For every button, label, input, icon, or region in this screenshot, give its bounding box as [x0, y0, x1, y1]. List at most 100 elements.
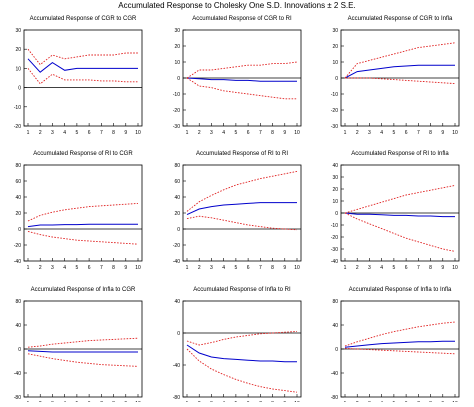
x-tick-label: 4 [63, 265, 66, 271]
x-tick-label: 5 [75, 130, 78, 136]
y-tick-label: 20 [332, 187, 338, 193]
upper-band-line [344, 321, 456, 347]
y-tick-label: -40 [331, 371, 338, 377]
y-tick-label: 20 [174, 211, 180, 217]
y-tick-label: -20 [173, 108, 180, 114]
y-tick-label: 20 [15, 211, 21, 217]
x-tick-label: 5 [392, 130, 395, 136]
y-tick-label: 40 [332, 163, 338, 169]
y-tick-label: -20 [14, 243, 21, 249]
x-tick-label: 7 [100, 265, 103, 271]
x-tick-label: 9 [441, 130, 444, 136]
x-tick-label: 5 [234, 130, 237, 136]
x-tick-label: 2 [356, 265, 359, 271]
x-tick-label: 3 [368, 265, 371, 271]
plot-frame [23, 164, 143, 262]
x-tick-label: 8 [429, 130, 432, 136]
x-tick-label: 4 [380, 265, 383, 271]
panel-title: Accumulated Response of Infla to RI [193, 287, 291, 293]
x-tick-label: 2 [39, 130, 42, 136]
upper-band-line [27, 48, 138, 66]
x-tick-label: 7 [417, 265, 420, 271]
y-tick-label: 0 [18, 347, 21, 353]
x-tick-label: 5 [75, 265, 78, 271]
response-line [344, 64, 455, 79]
x-tick-label: 3 [368, 130, 371, 136]
figure-title: Accumulated Response to Cholesky One S.D… [118, 1, 356, 10]
chart-panel-4: Accumulated Response of RI to CGR -40 -20 0… [14, 151, 143, 271]
x-tick-label: 6 [88, 130, 91, 136]
panel-title: Accumulated Response of CGR to Infla [348, 16, 453, 22]
panel-title: Accumulated Response of CGR to RI [192, 16, 292, 22]
y-tick-label: -40 [173, 363, 180, 369]
response-line [186, 344, 297, 363]
x-tick-label: 8 [112, 130, 115, 136]
y-tick-label: -30 [331, 247, 338, 253]
x-tick-label: 3 [210, 265, 213, 271]
y-tick-label: 60 [15, 179, 21, 185]
y-tick-label: -10 [331, 223, 338, 229]
x-tick-label: 5 [392, 265, 395, 271]
y-tick-label: 80 [174, 163, 180, 169]
y-tick-label: 10 [332, 199, 338, 205]
panel-title: Accumulated Response of Infla to Infla [349, 287, 452, 293]
x-tick-label: 9 [441, 265, 444, 271]
y-tick-label: 80 [15, 163, 21, 169]
y-tick-label: 10 [174, 60, 180, 66]
response-line [344, 212, 455, 218]
x-tick-label: 10 [452, 265, 458, 271]
y-tick-label: 30 [174, 28, 180, 34]
y-tick-label: -10 [173, 92, 180, 98]
x-tick-label: 4 [63, 130, 66, 136]
x-tick-label: 3 [51, 130, 54, 136]
x-tick-label: 7 [417, 130, 420, 136]
x-tick-label: 7 [259, 130, 262, 136]
chart-panel-6: Accumulated Response of RI to Infla -40 -3… [331, 151, 460, 271]
chart-panel-2: Accumulated Response of CGR to RI -30 -20 -… [173, 16, 302, 136]
panel-title: Accumulated Response of CGR to CGR [30, 16, 137, 22]
response-line [27, 350, 138, 353]
lower-band-line [344, 347, 456, 355]
lower-band-line [27, 230, 139, 245]
x-tick-label: 10 [135, 265, 141, 271]
lower-band-line [27, 353, 139, 367]
y-tick-label: -80 [331, 395, 338, 401]
lower-band-line [186, 77, 297, 100]
x-tick-label: 1 [27, 265, 30, 271]
x-tick-label: 9 [124, 265, 127, 271]
upper-band-line [27, 202, 139, 222]
y-tick-label: 0 [177, 76, 180, 82]
x-tick-label: 6 [405, 265, 408, 271]
y-tick-label: -40 [14, 259, 21, 265]
x-tick-label: 8 [271, 265, 274, 271]
x-tick-label: 6 [88, 265, 91, 271]
lower-band-line [186, 348, 298, 393]
chart-panel-8: Accumulated Response of Infla to RI -80 -4… [173, 287, 302, 407]
x-tick-label: 7 [259, 265, 262, 271]
y-tick-label: 40 [174, 195, 180, 201]
x-tick-label: 10 [452, 130, 458, 136]
y-tick-label: 0 [335, 76, 338, 82]
y-tick-label: 40 [174, 299, 180, 305]
x-tick-label: 6 [247, 130, 250, 136]
y-tick-label: -10 [331, 92, 338, 98]
chart-panel-7: Accumulated Response of Infla to CGR -80 -… [14, 287, 143, 407]
x-tick-label: 3 [51, 265, 54, 271]
y-tick-label: -40 [331, 259, 338, 265]
x-tick-label: 9 [283, 130, 286, 136]
plot-frame [23, 29, 143, 127]
lower-band-line [186, 215, 298, 231]
y-tick-label: 30 [15, 28, 21, 34]
y-tick-label: 0 [18, 86, 21, 92]
x-tick-label: 8 [429, 265, 432, 271]
y-tick-label: -20 [173, 243, 180, 249]
x-tick-label: 4 [222, 130, 225, 136]
x-tick-label: 10 [294, 130, 300, 136]
plot-frame [182, 300, 302, 398]
upper-band-line [27, 337, 139, 348]
y-tick-label: 40 [15, 323, 21, 329]
chart-panel-5: Accumulated Response of RI to RI -40 -20 0 2… [173, 151, 302, 271]
upper-band-line [186, 170, 298, 212]
x-tick-label: 9 [124, 130, 127, 136]
